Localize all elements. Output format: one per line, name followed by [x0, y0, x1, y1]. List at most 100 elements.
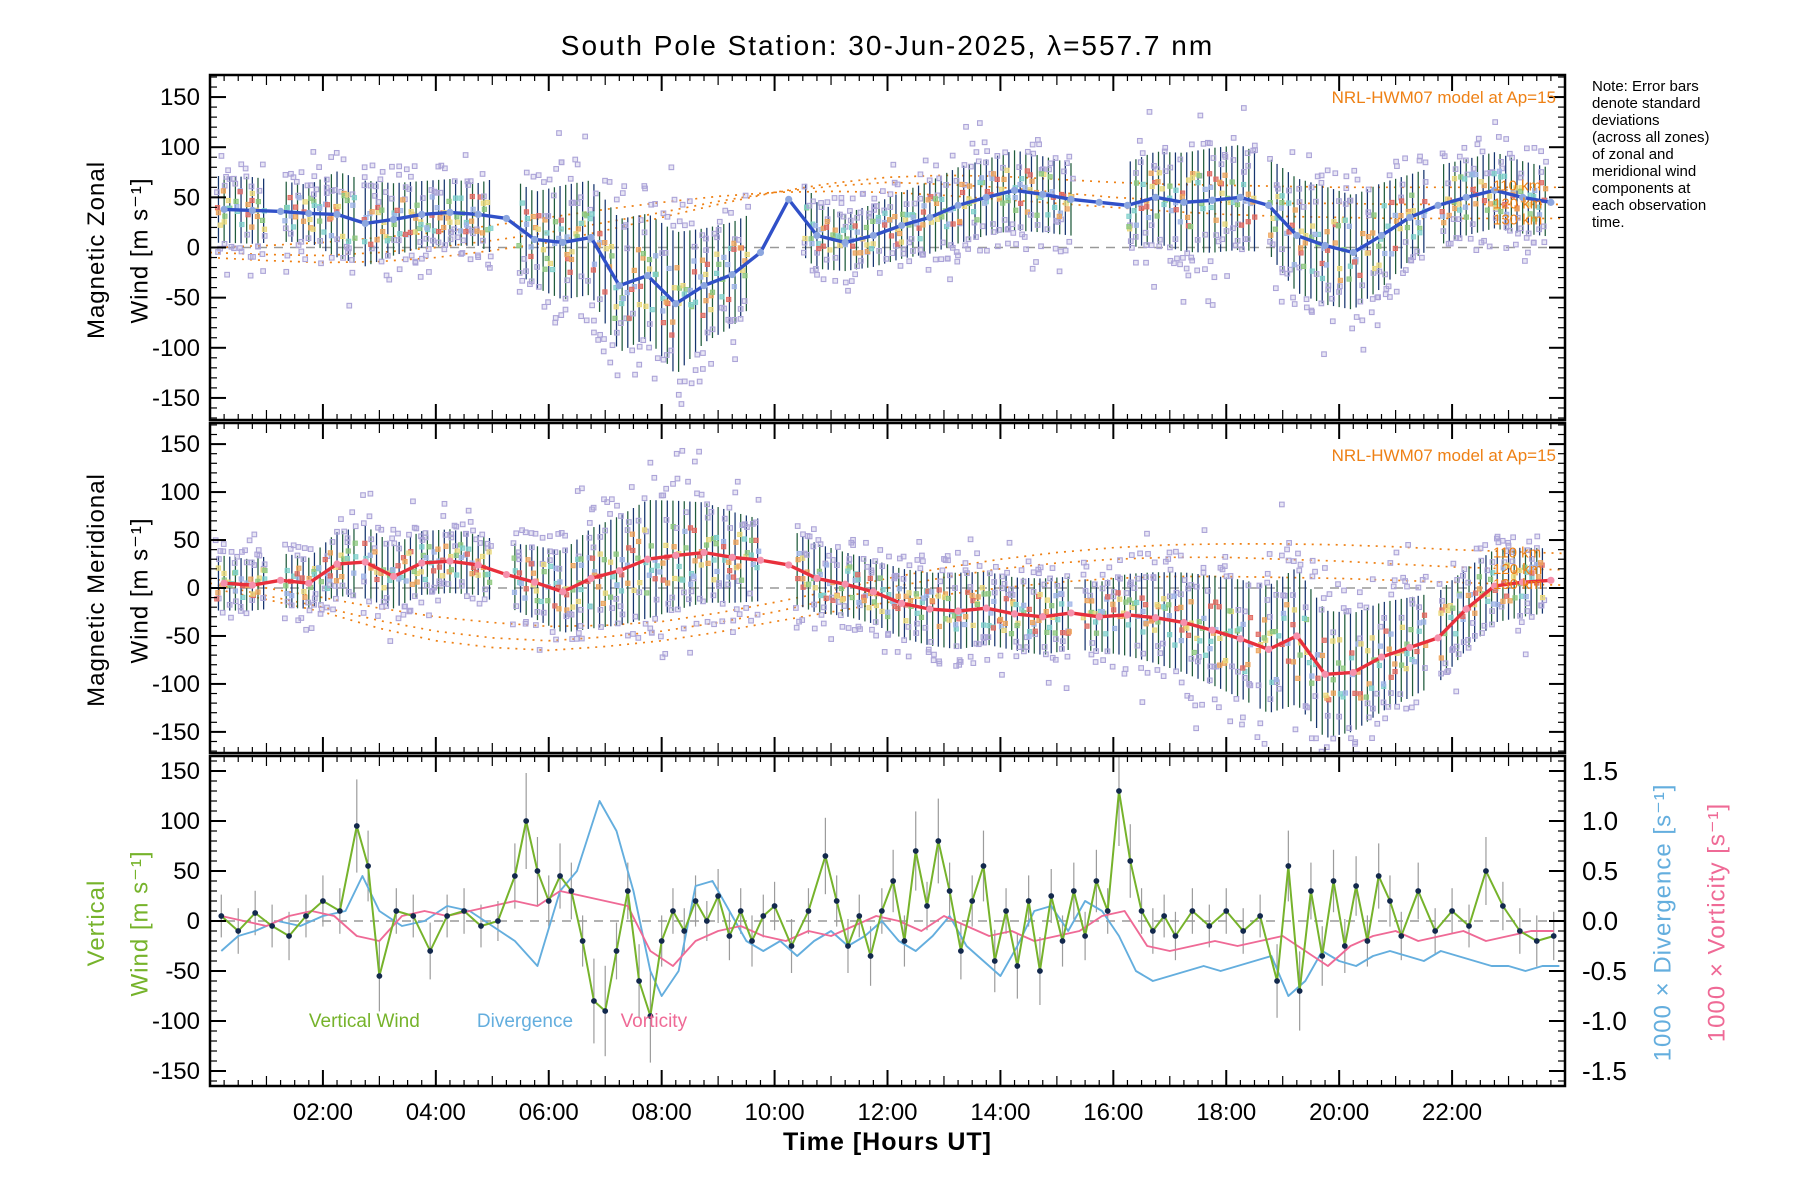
- x-tick-label: 18:00: [1196, 1099, 1256, 1126]
- zonal-wind-mean-marker: [333, 210, 341, 219]
- vertical-wind-marker: [613, 948, 620, 954]
- meridional-wind-mean-marker: [926, 605, 934, 613]
- model-curve-130-km: [210, 575, 1565, 652]
- vertical-wind-marker: [624, 888, 631, 894]
- zonal-wind-mean-marker: [446, 208, 454, 216]
- vertical-wind-marker: [1116, 788, 1122, 794]
- meridional-wind-mean-marker: [1547, 576, 1555, 584]
- altitude-label: 120 km: [1493, 195, 1542, 212]
- zonal-wind-mean-marker: [841, 238, 849, 247]
- y-tick-label: 50: [173, 184, 200, 211]
- zonal-wind-mean-marker: [1519, 193, 1527, 201]
- y-tick-label: 0: [187, 235, 200, 262]
- zonal-wind-mean-marker: [1123, 201, 1132, 209]
- y-tick-label: -150: [152, 719, 200, 746]
- zonal-wind-mean-marker: [1208, 196, 1216, 204]
- zonal-wind-mean-marker: [926, 213, 934, 222]
- vertical-wind-marker: [1364, 938, 1371, 944]
- tick-marks: [210, 756, 1565, 1086]
- meridional-wind-mean-marker: [1462, 605, 1470, 613]
- zonal-wind-mean-marker: [1152, 193, 1160, 201]
- vertical-wind-marker: [1330, 878, 1337, 884]
- meridional-wind-mean-marker: [841, 580, 849, 588]
- y-tick-label: -50: [165, 285, 200, 312]
- meridional-wind-mean-marker: [785, 561, 793, 569]
- error-bars: [217, 500, 1544, 738]
- divergence-line: [220, 800, 1560, 997]
- zonal-wind-mean-marker: [672, 300, 680, 308]
- zonal-wind-mean-marker: [1434, 201, 1442, 209]
- vertical-wind-marker: [444, 913, 451, 919]
- meridional-wind-mean-marker: [1519, 578, 1527, 586]
- meridional-wind-mean-marker: [1010, 610, 1019, 618]
- altitude-label: 130 km: [1493, 211, 1542, 228]
- vertical-wind-marker: [788, 943, 795, 949]
- zonal-wind-mean-marker: [305, 209, 313, 218]
- vertical-wind-marker: [658, 938, 665, 944]
- x-tick-label: 02:00: [293, 1099, 353, 1126]
- vertical-wind-marker: [353, 823, 360, 829]
- vertical-wind-marker: [715, 893, 722, 899]
- vertical-wind-marker: [946, 888, 953, 894]
- vertical-wind-marker: [935, 838, 942, 844]
- y-tick-label: 50: [173, 527, 200, 554]
- vertical-wind-marker: [856, 913, 863, 919]
- y-tick-label: 0: [187, 575, 200, 602]
- panel1-model-annotation: NRL-HWM07 model at Ap=15: [1331, 88, 1556, 107]
- vertical-wind-marker: [1308, 888, 1314, 894]
- meridional-wind-mean-marker: [813, 574, 821, 583]
- panel1-ylabel-line1: Magnetic Zonal: [83, 160, 110, 340]
- meridional-wind-mean-marker: [1208, 626, 1216, 634]
- vertical-wind-marker: [1048, 893, 1055, 899]
- vertical-wind-marker: [1341, 943, 1348, 949]
- y-tick-label: -150: [152, 385, 200, 412]
- zonal-wind-mean-marker: [220, 205, 228, 213]
- meridional-wind-mean-marker: [389, 572, 398, 581]
- vertical-wind-marker: [703, 918, 710, 924]
- altitude-label: 120 km: [1493, 561, 1542, 578]
- vertical-wind-marker: [591, 998, 597, 1004]
- zonal-wind-mean-marker: [785, 195, 793, 203]
- zonal-wind-mean-marker: [474, 210, 482, 219]
- y-tick-label: 150: [160, 84, 200, 111]
- legend-undefined: Vertical Wind: [309, 1011, 420, 1032]
- vertical-wind-marker: [1257, 913, 1264, 919]
- zonal-wind-mean-marker: [1180, 198, 1188, 206]
- meridional-wind-mean-marker: [248, 581, 256, 589]
- zonal-wind-mean-marker: [1490, 186, 1499, 194]
- zonal-wind-mean-marker: [1462, 193, 1470, 201]
- vertical-wind-marker: [1415, 888, 1422, 894]
- y-tick-label: 150: [160, 431, 200, 458]
- meridional-wind-mean-marker: [1349, 668, 1357, 677]
- tick-marks: [210, 75, 1565, 420]
- vertical-wind-line: [220, 790, 1554, 1017]
- meridional-wind-mean-marker: [1293, 632, 1301, 640]
- meridional-wind-mean-marker: [1236, 635, 1244, 643]
- vertical-wind-marker: [286, 933, 292, 939]
- meridional-wind-mean-line: [223, 550, 1552, 677]
- meridional-wind-mean-marker: [276, 576, 285, 584]
- vertical-wind-marker: [1240, 928, 1247, 934]
- panel1-ylabel-line2: Wind [m s⁻¹]: [126, 177, 154, 324]
- right-axis-title-divergence: 1000 × Divergence [s⁻¹]: [1649, 783, 1677, 1062]
- vertical-wind-marker: [1432, 928, 1439, 934]
- y-tick-label: 50: [173, 858, 200, 885]
- model-curve-130-km: [210, 190, 1565, 249]
- meridional-wind-mean-marker: [333, 560, 341, 568]
- vertical-wind-marker: [1037, 968, 1043, 974]
- vertical-wind-marker: [1025, 898, 1032, 904]
- meridional-wind-mean-marker: [559, 588, 567, 596]
- scatter-points: [212, 447, 1548, 753]
- vertical-wind-marker: [602, 1008, 609, 1014]
- x-axis-label: Time [Hours UT]: [783, 1128, 992, 1156]
- vertical-wind-marker: [878, 908, 885, 914]
- meridional-wind-mean-marker: [898, 599, 906, 607]
- panel3-ylabel-line1: Vertical: [83, 879, 110, 967]
- vertical-wind-marker: [957, 948, 964, 954]
- panel-magnetic-meridional: [210, 447, 1565, 753]
- vertical-wind-marker: [1223, 908, 1230, 914]
- vertical-wind-marker: [478, 923, 484, 929]
- zonal-wind-mean-marker: [1067, 195, 1075, 203]
- vertical-wind-marker: [495, 918, 501, 924]
